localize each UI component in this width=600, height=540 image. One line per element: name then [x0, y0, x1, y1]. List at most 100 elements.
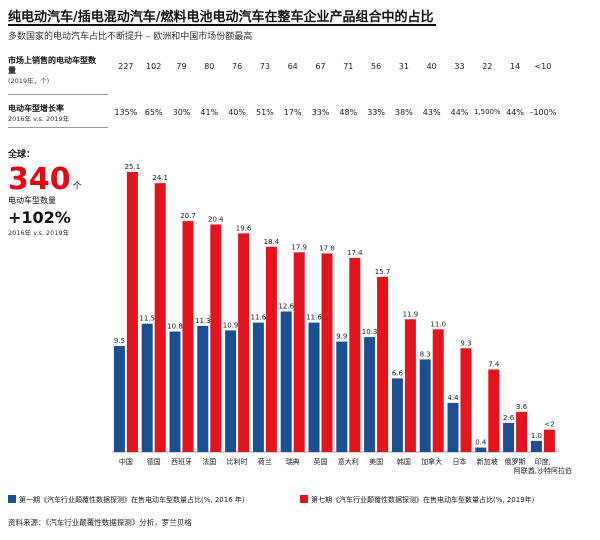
model-count-value: 64: [287, 62, 298, 71]
data-label-2019: 24.1: [152, 174, 168, 182]
bar-2016: [530, 440, 542, 452]
bar-2019: [404, 319, 416, 452]
data-label-2016: 11.6: [251, 314, 267, 322]
legend-swatch-2016: [8, 495, 16, 503]
data-label-2019: 7.4: [488, 360, 500, 368]
growth-rate-value: 33%: [311, 108, 330, 117]
data-label-2019: 17.8: [319, 244, 335, 252]
model-count-title: 市场上销售的电动车型数量: [8, 56, 96, 75]
legend-2019: 第七期《汽车行业颠覆性数据探测》在售电动车型数量占比(%, 2019年): [300, 495, 534, 505]
bar-2019: [321, 253, 333, 452]
bar-2016: [169, 331, 181, 452]
bar-2019: [182, 221, 194, 452]
legend-text-2019: 第七期《汽车行业颠覆性数据探测》在售电动车型数量占比(%, 2019年): [311, 496, 535, 504]
data-label-2019: 17.9: [291, 243, 307, 251]
bar-2019: [154, 183, 166, 452]
title-rule: [8, 24, 436, 26]
bar-2016: [336, 341, 348, 452]
global-label: 全球：: [8, 150, 36, 160]
bar-2019: [460, 348, 472, 452]
model-count-value: 80: [204, 62, 215, 71]
model-count-label: 市场上销售的电动车型数量 (2019年，个): [8, 56, 103, 86]
model-count-value: 71: [343, 62, 354, 71]
bar-2019: [488, 369, 500, 452]
bar-2016: [252, 322, 264, 452]
bar-2019: [265, 246, 277, 452]
model-count-value: 76: [232, 62, 243, 71]
model-count-value: 73: [259, 62, 270, 71]
bar-2016: [419, 359, 431, 452]
data-label-2019: 17.4: [347, 249, 363, 257]
bar-2016: [308, 322, 320, 452]
data-label-2016: 4.4: [447, 394, 459, 402]
growth-rate-label: 电动车型增长率 2016年 v.s. 2019年: [8, 104, 103, 124]
data-label-2016: 6.6: [392, 369, 404, 377]
growth-rate-title: 电动车型增长率: [8, 104, 64, 113]
chart-title: 纯电动汽车/插电混动汽车/燃料电池电动汽车在整车企业产品组合中的占比: [8, 10, 434, 25]
model-count-value: <10: [534, 62, 552, 71]
data-label-2019: 3.6: [516, 403, 528, 411]
bar-2016: [280, 311, 292, 452]
growth-rate-value: 38%: [395, 108, 413, 117]
data-label-2019: 9.3: [460, 339, 471, 347]
data-label-2019: 19.6: [236, 224, 252, 232]
category-label: 瑞典: [286, 457, 300, 466]
data-label-2019: 15.7: [375, 268, 391, 276]
model-count-value: 67: [315, 62, 326, 71]
bar-2019: [377, 276, 389, 452]
global-unit: 个: [72, 182, 82, 192]
category-label: 日本: [453, 457, 467, 466]
category-label: 法国: [202, 457, 216, 466]
bar-2016: [475, 447, 487, 452]
growth-rate-value: 65%: [144, 108, 163, 117]
category-label: 西班牙: [171, 457, 192, 466]
growth-rate-value: –100%: [529, 108, 557, 117]
data-label-2016: 12.6: [278, 302, 294, 310]
data-label-2016: 9.9: [336, 333, 347, 341]
row-divider: [8, 127, 108, 128]
bar-2019: [516, 411, 528, 452]
bar-2016: [391, 378, 403, 452]
category-label: 韩国: [397, 457, 411, 466]
data-label-2019: 20.7: [180, 212, 196, 220]
category-label: 英国: [314, 457, 328, 466]
model-count-value: 33: [454, 62, 465, 71]
data-label-2019: 11.0: [430, 320, 446, 328]
data-label-2016: 10.3: [362, 328, 378, 336]
bar-2016: [447, 402, 459, 452]
data-label-2019: 11.9: [403, 310, 419, 318]
global-growth: +102%: [8, 208, 71, 227]
growth-rate-value: 44%: [506, 108, 524, 117]
data-label-2019: <2: [544, 421, 554, 429]
data-label-2016: 0.4: [475, 439, 487, 447]
model-count-value: 79: [176, 62, 187, 71]
data-label-2019: 20.4: [208, 215, 224, 223]
category-label: 新加坡: [477, 457, 498, 466]
bar-2019: [543, 429, 555, 452]
model-count-value: 40: [426, 62, 437, 71]
data-label-2016: 11.6: [306, 314, 322, 322]
data-label-2016: 9.5: [114, 337, 125, 345]
global-model-count: 340 个: [8, 162, 82, 197]
legend-swatch-2019: [300, 495, 308, 503]
bar-2016: [503, 423, 515, 452]
category-label: 加拿大: [421, 457, 442, 466]
growth-rate-value: 40%: [228, 108, 246, 117]
global-value-desc: 电动车型数量: [8, 196, 56, 205]
growth-rate-value: 135%: [114, 108, 138, 117]
bar-2019: [293, 252, 305, 452]
data-label-2016: 11.3: [195, 317, 211, 325]
model-count-value: 102: [146, 62, 162, 71]
category-label: 俄罗斯: [505, 457, 526, 466]
source-note: 资料来源：《汽车行业颠覆性数据探测》分析，罗兰贝格: [8, 518, 192, 527]
data-label-2016: 2.6: [503, 414, 515, 422]
data-label-2016: 10.8: [167, 323, 183, 331]
legend-2016: 第一期《汽车行业颠覆性数据探测》在售电动车型数量占比(%, 2016 年): [8, 495, 245, 505]
growth-rate-value: 43%: [422, 108, 441, 117]
model-count-value: 56: [371, 62, 382, 71]
growth-rate-value: 17%: [283, 108, 302, 117]
model-count-value: 31: [398, 62, 409, 71]
bar-2016: [364, 337, 376, 452]
category-label: 荷兰: [258, 457, 272, 466]
